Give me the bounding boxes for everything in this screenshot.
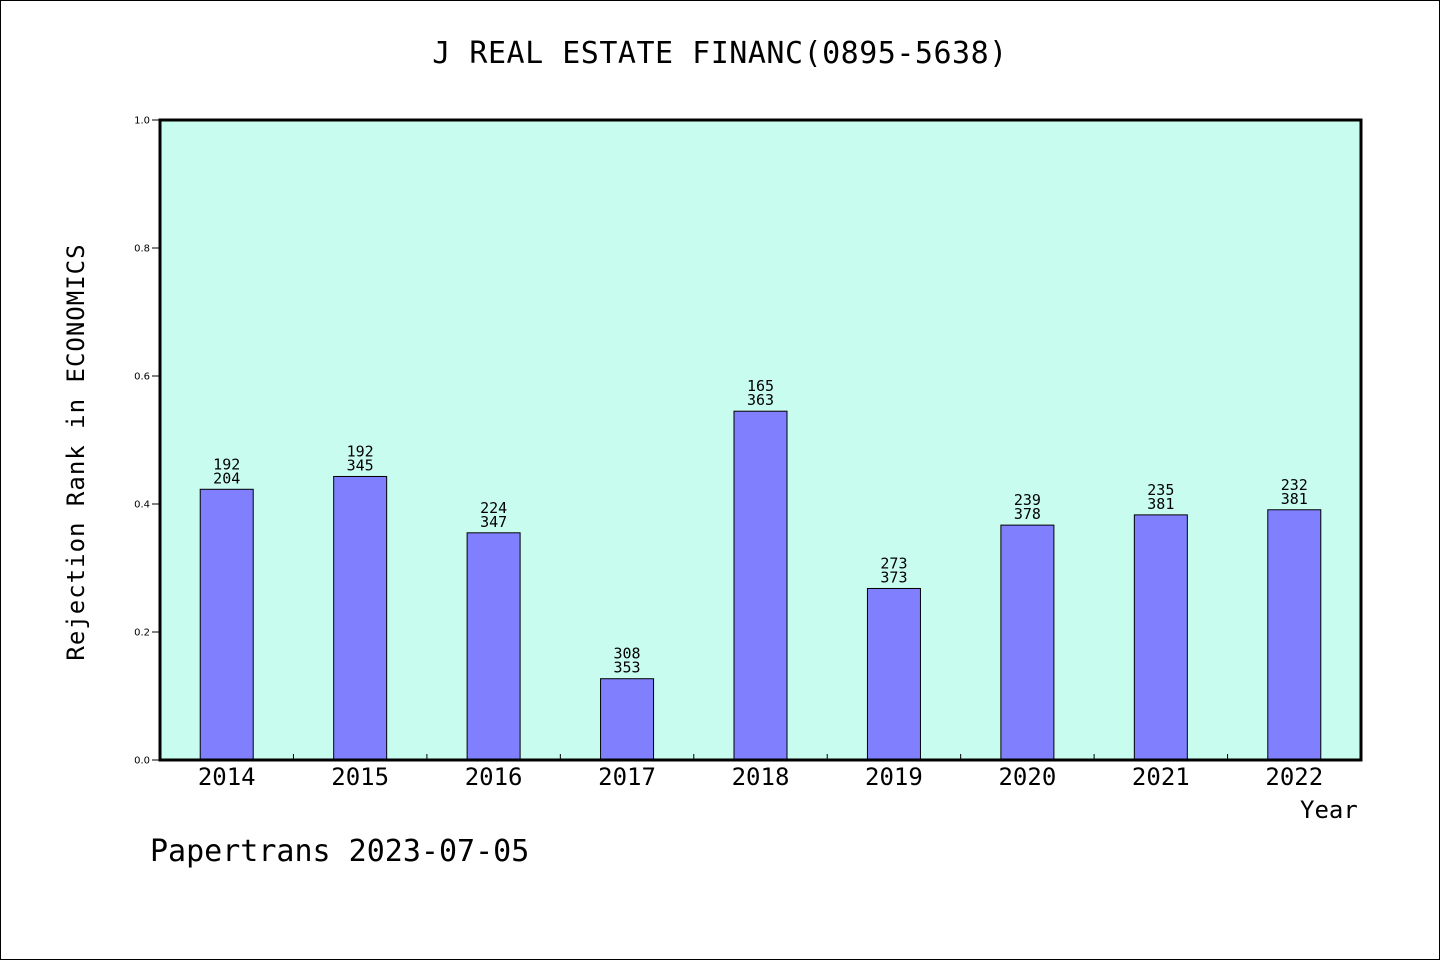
data-label-top: 273 — [880, 554, 907, 572]
data-label-top: 192 — [347, 442, 374, 460]
data-label-top: 235 — [1147, 481, 1174, 499]
x-tick-label: 2017 — [598, 763, 656, 791]
y-tick-label: 0.8 — [134, 244, 150, 255]
chart-title: J REAL ESTATE FINANC(0895-5638) — [432, 36, 1008, 71]
x-tick-label: 2021 — [1132, 763, 1190, 791]
x-tick-label: 2018 — [732, 763, 790, 791]
x-tick-label: 2022 — [1265, 763, 1323, 791]
data-label-top: 308 — [614, 645, 641, 663]
bar-2019 — [866, 587, 921, 761]
x-tick-label: 2016 — [465, 763, 523, 791]
bar-2020 — [1000, 524, 1055, 761]
bar-2016 — [466, 532, 521, 761]
data-label-bottom: 373 — [880, 568, 907, 586]
bar-2017 — [600, 678, 655, 761]
bar-2022 — [1267, 509, 1322, 761]
data-label-bottom: 363 — [747, 391, 774, 409]
x-tick-label: 2014 — [198, 763, 256, 791]
plot-border — [158, 118, 1363, 762]
y-tick-label: 0.6 — [134, 372, 150, 383]
data-label-top: 232 — [1281, 476, 1308, 494]
bar-2014 — [199, 488, 254, 761]
y-tick-label: 1.0 — [134, 116, 150, 127]
data-label-bottom: 381 — [1281, 490, 1308, 508]
data-label-top: 224 — [480, 499, 507, 517]
bar-2018 — [733, 410, 788, 761]
footer-stamp: Papertrans 2023-07-05 — [150, 834, 530, 869]
data-label-top: 239 — [1014, 491, 1041, 509]
bar-2015 — [333, 475, 388, 761]
data-label-top: 165 — [747, 377, 774, 395]
bar-2021 — [1133, 514, 1188, 761]
data-label-bottom: 378 — [1014, 505, 1041, 523]
x-axis-label: Year — [1300, 796, 1358, 824]
data-label-bottom: 353 — [614, 659, 641, 677]
data-label-bottom: 345 — [347, 456, 374, 474]
data-label-bottom: 347 — [480, 513, 507, 531]
data-label-bottom: 204 — [213, 469, 240, 487]
data-label-bottom: 381 — [1147, 495, 1174, 513]
y-tick-label: 0.2 — [134, 628, 150, 639]
y-tick-label: 0.0 — [134, 756, 150, 767]
x-tick-label: 2019 — [865, 763, 923, 791]
y-tick-label: 0.4 — [134, 500, 150, 511]
data-label-top: 192 — [213, 455, 240, 473]
x-tick-label: 2015 — [331, 763, 389, 791]
x-tick-label: 2020 — [998, 763, 1056, 791]
